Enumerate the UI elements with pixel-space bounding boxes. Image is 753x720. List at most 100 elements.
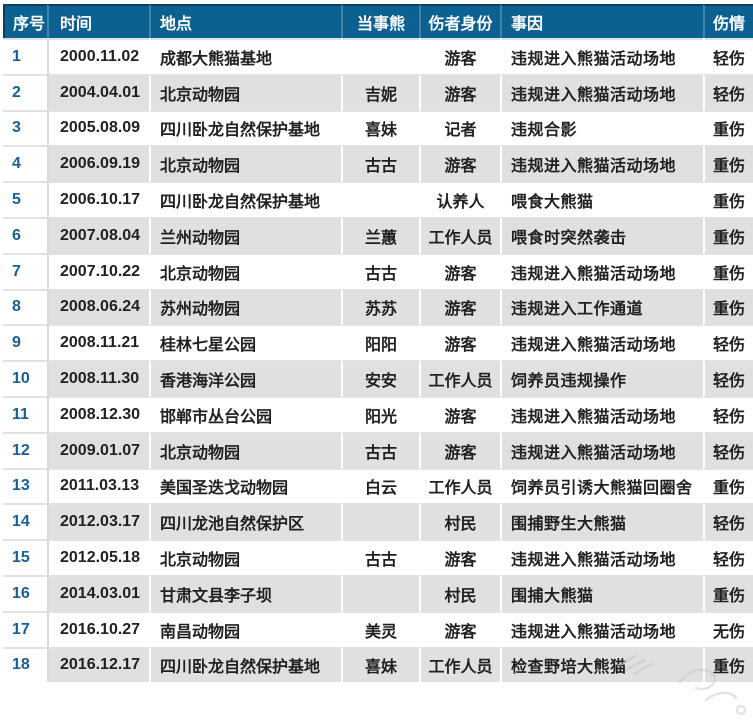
cell-cause: 违规进入熊猫活动场地: [500, 73, 703, 110]
cell-no: 18: [3, 646, 47, 683]
cell-victim: 工作人员: [419, 646, 500, 683]
table-row: 18 2016.12.17 四川卧龙自然保护基地 喜妹 工作人员 检查野培大熊猫…: [3, 646, 753, 683]
table-row: 12 2009.01.07 北京动物园 古古 游客 违规进入熊猫活动场地 轻伤: [3, 431, 753, 468]
table-row: 7 2007.10.22 北京动物园 古古 游客 违规进入熊猫活动场地 重伤: [3, 252, 753, 289]
cell-injury: 轻伤: [703, 395, 753, 432]
cell-no: 6: [3, 216, 47, 253]
cell-no: 8: [3, 288, 47, 325]
cell-date: 2011.03.13: [47, 467, 149, 504]
cell-victim: 游客: [419, 539, 500, 575]
cell-injury: 重伤: [703, 574, 753, 611]
cell-injury: 轻伤: [703, 503, 753, 540]
cell-date: 2006.09.19: [47, 145, 149, 182]
cell-date: 2008.12.30: [47, 395, 149, 432]
cell-date: 2014.03.01: [47, 574, 149, 611]
cell-injury: 重伤: [703, 181, 753, 217]
cell-place: 邯郸市丛台公园: [149, 395, 341, 432]
cell-place: 四川卧龙自然保护基地: [149, 109, 341, 146]
cell-place: 桂林七星公园: [149, 324, 341, 361]
cell-date: 2008.06.24: [47, 288, 149, 325]
col-header-no: 序号: [3, 4, 47, 38]
cell-victim: 村民: [419, 574, 500, 611]
table-row: 9 2008.11.21 桂林七星公园 阳阳 游客 违规进入熊猫活动场地 轻伤: [3, 324, 753, 361]
cell-date: 2008.11.21: [47, 324, 149, 361]
cell-no: 3: [3, 109, 47, 146]
cell-victim: 认养人: [419, 181, 500, 217]
cell-panda: 兰蕙: [341, 216, 419, 253]
table-row: 2 2004.04.01 北京动物园 吉妮 游客 违规进入熊猫活动场地 轻伤: [3, 73, 753, 110]
cell-cause: 违规进入熊猫活动场地: [500, 38, 703, 74]
cell-panda: 白云: [341, 467, 419, 504]
cell-cause: 饲养员引诱大熊猫回圈舍: [500, 467, 703, 504]
cell-no: 7: [3, 252, 47, 289]
col-header-date: 时间: [47, 4, 149, 38]
cell-victim: 游客: [419, 395, 500, 432]
cell-cause: 违规进入熊猫活动场地: [500, 610, 703, 647]
cell-cause: 喂食大熊猫: [500, 181, 703, 217]
cell-place: 四川卧龙自然保护基地: [149, 646, 341, 683]
cell-panda: [341, 38, 419, 74]
cell-no: 11: [3, 395, 47, 432]
cell-injury: 无伤: [703, 610, 753, 647]
cell-panda: [341, 503, 419, 540]
cell-panda: 吉妮: [341, 73, 419, 110]
cell-injury: 轻伤: [703, 324, 753, 361]
cell-injury: 重伤: [703, 145, 753, 182]
cell-no: 12: [3, 431, 47, 468]
cell-victim: 游客: [419, 38, 500, 74]
cell-victim: 游客: [419, 288, 500, 325]
cell-panda: 安安: [341, 360, 419, 396]
cell-cause: 围捕野生大熊猫: [500, 503, 703, 540]
header-row: 序号 时间 地点 当事熊 伤者身份 事因 伤情: [3, 4, 753, 38]
cell-victim: 游客: [419, 73, 500, 110]
cell-cause: 喂食时突然袭击: [500, 216, 703, 253]
cell-date: 2012.05.18: [47, 539, 149, 575]
cell-panda: 阳阳: [341, 324, 419, 361]
col-header-injury: 伤情: [703, 4, 753, 38]
table-body: 1 2000.11.02 成都大熊猫基地 游客 违规进入熊猫活动场地 轻伤 2 …: [3, 38, 753, 683]
cell-victim: 工作人员: [419, 216, 500, 253]
table-row: 5 2006.10.17 四川卧龙自然保护基地 认养人 喂食大熊猫 重伤: [3, 181, 753, 217]
cell-no: 1: [3, 38, 47, 74]
cell-place: 南昌动物园: [149, 610, 341, 647]
cell-no: 13: [3, 467, 47, 504]
cell-place: 兰州动物园: [149, 216, 341, 253]
cell-cause: 违规进入熊猫活动场地: [500, 145, 703, 182]
cell-panda: 美灵: [341, 610, 419, 647]
table-row: 17 2016.10.27 南昌动物园 美灵 游客 违规进入熊猫活动场地 无伤: [3, 610, 753, 647]
cell-panda: 古古: [341, 145, 419, 182]
cell-place: 四川龙池自然保护区: [149, 503, 341, 540]
cell-victim: 游客: [419, 252, 500, 289]
table-row: 4 2006.09.19 北京动物园 古古 游客 违规进入熊猫活动场地 重伤: [3, 145, 753, 182]
cell-cause: 违规进入熊猫活动场地: [500, 324, 703, 361]
cell-injury: 重伤: [703, 216, 753, 253]
cell-place: 苏州动物园: [149, 288, 341, 325]
cell-cause: 违规进入熊猫活动场地: [500, 252, 703, 289]
cell-date: 2000.11.02: [47, 38, 149, 74]
table-row: 16 2014.03.01 甘肃文县李子坝 村民 围捕大熊猫 重伤: [3, 574, 753, 611]
cell-injury: 重伤: [703, 288, 753, 325]
cell-place: 北京动物园: [149, 539, 341, 575]
cell-place: 美国圣迭戈动物园: [149, 467, 341, 504]
cell-injury: 重伤: [703, 467, 753, 504]
cell-victim: 记者: [419, 109, 500, 146]
cell-panda: 古古: [341, 252, 419, 289]
cell-date: 2008.11.30: [47, 360, 149, 396]
cell-injury: 轻伤: [703, 73, 753, 110]
cell-panda: 喜妹: [341, 109, 419, 146]
cell-date: 2005.08.09: [47, 109, 149, 146]
cell-date: 2009.01.07: [47, 431, 149, 468]
cell-panda: [341, 574, 419, 611]
table-row: 11 2008.12.30 邯郸市丛台公园 阳光 游客 违规进入熊猫活动场地 轻…: [3, 395, 753, 432]
col-header-cause: 事因: [500, 4, 703, 38]
cell-no: 15: [3, 539, 47, 575]
cell-no: 5: [3, 181, 47, 217]
col-header-place: 地点: [149, 4, 341, 38]
table-row: 6 2007.08.04 兰州动物园 兰蕙 工作人员 喂食时突然袭击 重伤: [3, 216, 753, 253]
cell-no: 10: [3, 360, 47, 396]
cell-panda: 古古: [341, 539, 419, 575]
cell-injury: 重伤: [703, 109, 753, 146]
cell-no: 4: [3, 145, 47, 182]
cell-date: 2006.10.17: [47, 181, 149, 217]
cell-no: 17: [3, 610, 47, 647]
